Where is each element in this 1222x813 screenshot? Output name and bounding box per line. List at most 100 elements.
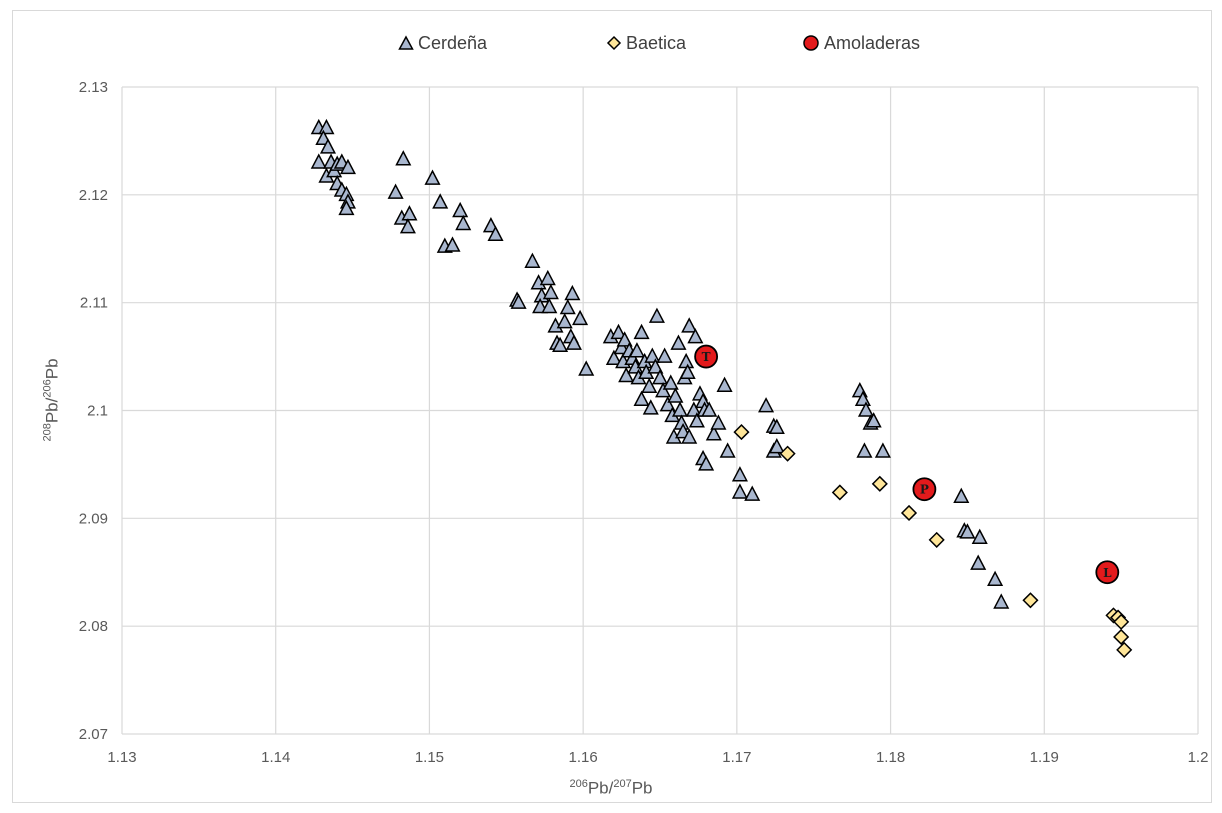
cerdena-point [387,183,404,199]
cerdena-point [681,317,698,333]
amoladeras-point [1095,560,1120,585]
cerdena-point [648,307,665,323]
cerdena-point [701,401,718,417]
cerdena-point [556,312,573,329]
x-tick-label: 1.15 [415,749,444,766]
legend-label: Cerdeña [418,32,488,53]
cerdena-point [659,395,676,412]
cerdena-point [768,418,785,435]
circle-marker-icon [803,35,819,51]
cerdena-point [628,342,645,358]
baetica-point [871,475,888,492]
amoladeras-point-label: L [1103,566,1112,580]
cerdena-point [578,360,595,376]
cerdena-point [655,381,672,398]
data-points: T P L [310,118,1133,658]
cerdena-point [987,570,1004,587]
baetica-point [1113,613,1130,630]
cerdena-point [678,352,695,369]
y-tick-label: 2.09 [79,510,108,527]
cerdena-point [524,252,541,268]
cerdena-point [432,193,449,209]
y-tick-label: 2.11 [80,295,108,312]
cerdena-point [541,297,558,314]
x-tick-label: 1.14 [261,749,290,766]
cerdena-point [319,138,337,154]
baetica-point [1113,628,1130,646]
y-axis-label: 208Pb/206Pb [41,358,62,442]
cerdena-point [687,328,704,344]
cerdena-point [565,334,582,350]
cerdena-point [318,118,335,135]
cerdena-point [681,428,698,444]
cerdena-point [971,528,988,544]
legend-label: Baetica [626,32,687,53]
y-tick-label: 2.07 [79,726,108,743]
cerdena-point [647,358,664,374]
cerdena-point [970,554,987,570]
diamond-marker-icon [606,35,622,51]
legend-item-amoladeras: Amoladeras [802,32,920,54]
cerdena-point [671,401,689,417]
x-tick-label: 1.18 [876,749,905,766]
cerdena-point [768,438,785,454]
amoladeras-point [912,477,937,502]
cerdena-point [856,442,873,458]
cerdena-point [705,425,722,441]
baetica-point [733,424,750,441]
amoladeras-point-label: P [920,483,929,497]
baetica-point [831,484,848,501]
cerdena-point [610,323,627,340]
cerdena-point [662,374,679,390]
cerdena-point [552,336,569,353]
legend-item-cerdena: Cerdeña [398,32,487,54]
cerdena-point [865,412,882,428]
cerdena-point [616,331,633,347]
cerdena-point [731,466,748,482]
cerdena-point [339,158,356,175]
cerdena-point [487,225,504,241]
baetica-point [928,531,945,548]
baetica-point [779,445,796,462]
cerdena-point [656,347,673,363]
cerdena-point [670,334,687,350]
cerdena-point [542,283,559,300]
cerdena-point [854,390,871,406]
cerdena-point [667,387,684,403]
cerdena-point [679,363,696,380]
baetica-point [900,504,918,522]
x-tick-label: 1.13 [107,749,136,766]
cerdena-point [444,236,461,252]
legend-label: Amoladeras [824,32,921,53]
cerdena-point [744,485,761,501]
cerdena-point [633,323,650,340]
x-tick-label: 1.19 [1030,749,1059,766]
cerdena-point [455,214,472,231]
cerdena-point [758,397,775,413]
amoladeras-point-label: T [702,350,711,364]
cerdena-point [993,593,1010,609]
y-tick-label: 2.1 [87,403,108,420]
cerdena-point [641,377,658,394]
cerdena-point [572,309,589,326]
x-tick-label: 1.2 [1188,749,1209,766]
amoladeras-point [694,344,719,369]
legend: Cerdeña Baetica Amoladeras [0,32,1222,54]
cerdena-point [395,150,412,166]
cerdena-point [719,442,736,458]
baetica-point [1116,641,1133,658]
cerdena-point [685,401,702,417]
cerdena-point [539,269,556,286]
gridlines [121,86,1199,735]
baetica-point [1022,592,1039,609]
cerdena-point [633,390,650,406]
legend-item-baetica: Baetica [606,32,686,54]
x-tick-label: 1.17 [722,749,751,766]
cerdena-point [857,401,875,417]
y-tick-label: 2.12 [79,187,108,204]
cerdena-point [731,483,748,499]
cerdena-point [399,218,416,234]
cerdena-point [710,414,727,430]
cerdena-point [338,199,355,216]
